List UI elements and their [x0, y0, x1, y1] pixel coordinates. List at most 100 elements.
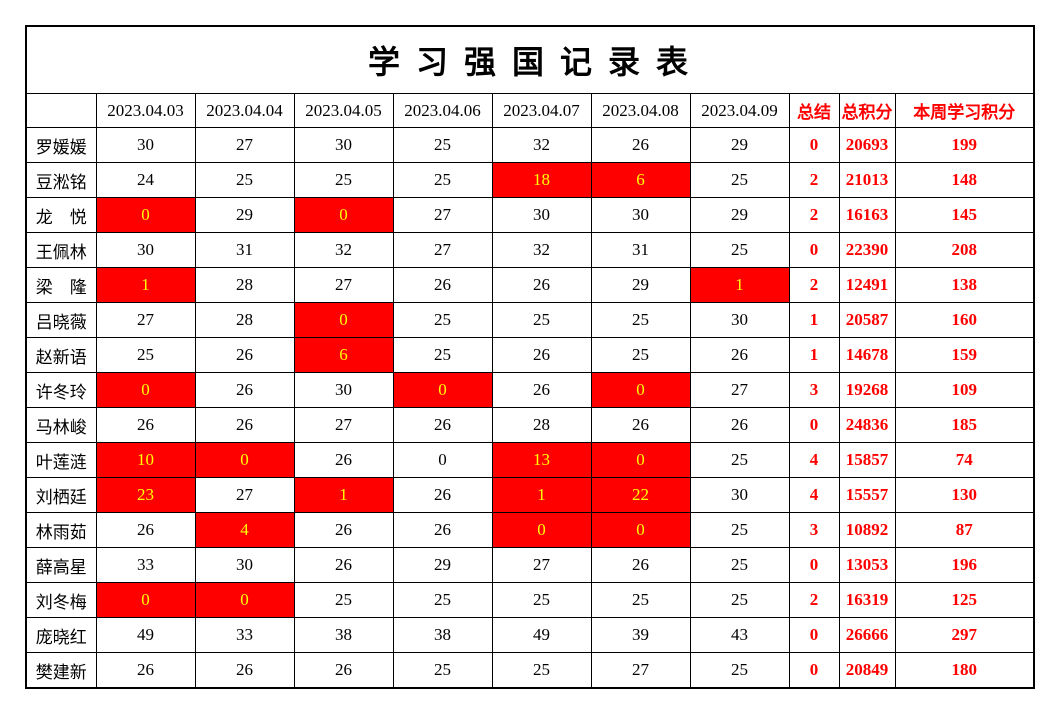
score-cell: 25 — [491, 582, 592, 618]
score-cell: 33 — [194, 617, 295, 653]
score-cell: 26 — [590, 547, 691, 583]
table-row: 王佩林 30 31 32 27 32 31 25 0 22390 208 — [25, 232, 1035, 268]
title-row: 学 习 强 国 记 录 表 — [25, 25, 1035, 94]
score-cell: 25 — [689, 512, 790, 548]
score-cell: 1 — [689, 267, 790, 303]
score-cell: 26 — [194, 372, 295, 408]
score-cell: 13 — [491, 442, 592, 478]
student-name: 吕晓薇 — [25, 302, 97, 338]
summary-cell: 2 — [788, 197, 840, 233]
student-name: 王佩林 — [25, 232, 97, 268]
score-cell: 26 — [293, 442, 394, 478]
score-cell: 25 — [392, 127, 493, 163]
score-cell: 26 — [194, 407, 295, 443]
week-points-cell: 196 — [894, 547, 1035, 583]
score-cell: 39 — [590, 617, 691, 653]
summary-cell: 1 — [788, 302, 840, 338]
total-points-cell: 20587 — [838, 302, 896, 338]
week-points-cell: 145 — [894, 197, 1035, 233]
week-points-cell: 185 — [894, 407, 1035, 443]
total-points-cell: 12491 — [838, 267, 896, 303]
student-name: 庞晓红 — [25, 617, 97, 653]
score-cell: 26 — [392, 477, 493, 513]
score-cell: 24 — [95, 162, 196, 198]
score-cell: 0 — [194, 582, 295, 618]
score-cell: 0 — [590, 512, 691, 548]
week-points-cell: 180 — [894, 652, 1035, 689]
score-cell: 0 — [95, 582, 196, 618]
score-cell: 25 — [590, 337, 691, 373]
score-cell: 27 — [293, 267, 394, 303]
student-name: 赵新语 — [25, 337, 97, 373]
score-cell: 1 — [293, 477, 394, 513]
score-cell: 26 — [590, 127, 691, 163]
score-cell: 26 — [689, 337, 790, 373]
student-name: 龙 悦 — [25, 197, 97, 233]
score-cell: 26 — [392, 512, 493, 548]
score-cell: 28 — [194, 302, 295, 338]
score-cell: 31 — [590, 232, 691, 268]
total-points-cell: 16319 — [838, 582, 896, 618]
score-cell: 6 — [590, 162, 691, 198]
week-points-cell: 148 — [894, 162, 1035, 198]
student-name: 叶莲涟 — [25, 442, 97, 478]
table-row: 庞晓红 49 33 38 38 49 39 43 0 26666 297 — [25, 617, 1035, 653]
summary-cell: 0 — [788, 407, 840, 443]
score-cell: 29 — [590, 267, 691, 303]
week-points-cell: 138 — [894, 267, 1035, 303]
score-cell: 28 — [194, 267, 295, 303]
summary-cell: 0 — [788, 652, 840, 689]
total-points-cell: 10892 — [838, 512, 896, 548]
score-cell: 26 — [491, 267, 592, 303]
student-name: 马林峻 — [25, 407, 97, 443]
table-row: 薛高星 33 30 26 29 27 26 25 0 13053 196 — [25, 547, 1035, 583]
score-cell: 30 — [95, 232, 196, 268]
score-cell: 30 — [590, 197, 691, 233]
week-points-cell: 160 — [894, 302, 1035, 338]
summary-cell: 1 — [788, 337, 840, 373]
score-cell: 25 — [95, 337, 196, 373]
score-cell: 29 — [689, 197, 790, 233]
score-cell: 26 — [194, 652, 295, 689]
score-cell: 26 — [293, 547, 394, 583]
score-cell: 27 — [392, 232, 493, 268]
total-points-cell: 19268 — [838, 372, 896, 408]
score-cell: 25 — [392, 162, 493, 198]
total-points-cell: 21013 — [838, 162, 896, 198]
total-points-cell: 20849 — [838, 652, 896, 689]
total-points-cell: 22390 — [838, 232, 896, 268]
score-cell: 26 — [590, 407, 691, 443]
score-cell: 29 — [194, 197, 295, 233]
score-cell: 30 — [95, 127, 196, 163]
date-header: 2023.04.03 — [95, 93, 196, 128]
total-points-cell: 24836 — [838, 407, 896, 443]
score-cell: 49 — [491, 617, 592, 653]
date-header: 2023.04.04 — [194, 93, 295, 128]
score-cell: 0 — [293, 302, 394, 338]
table-row: 梁 隆 1 28 27 26 26 29 1 2 12491 138 — [25, 267, 1035, 303]
table-row: 樊建新 26 26 26 25 25 27 25 0 20849 180 — [25, 652, 1035, 689]
student-name: 刘栖廷 — [25, 477, 97, 513]
score-cell: 0 — [590, 372, 691, 408]
score-cell: 28 — [491, 407, 592, 443]
score-cell: 27 — [95, 302, 196, 338]
score-cell: 6 — [293, 337, 394, 373]
score-cell: 25 — [194, 162, 295, 198]
score-cell: 26 — [95, 407, 196, 443]
score-cell: 26 — [95, 512, 196, 548]
week-points-cell: 74 — [894, 442, 1035, 478]
score-cell: 43 — [689, 617, 790, 653]
student-name: 樊建新 — [25, 652, 97, 689]
week-points-cell: 208 — [894, 232, 1035, 268]
table-row: 刘冬梅 0 0 25 25 25 25 25 2 16319 125 — [25, 582, 1035, 618]
score-cell: 0 — [194, 442, 295, 478]
date-header: 2023.04.09 — [689, 93, 790, 128]
corner-cell — [25, 93, 97, 128]
summary-cell: 2 — [788, 267, 840, 303]
score-cell: 0 — [392, 442, 493, 478]
score-cell: 26 — [491, 372, 592, 408]
score-cell: 30 — [689, 302, 790, 338]
score-cell: 25 — [392, 582, 493, 618]
summary-cell: 3 — [788, 372, 840, 408]
total-points-cell: 20693 — [838, 127, 896, 163]
